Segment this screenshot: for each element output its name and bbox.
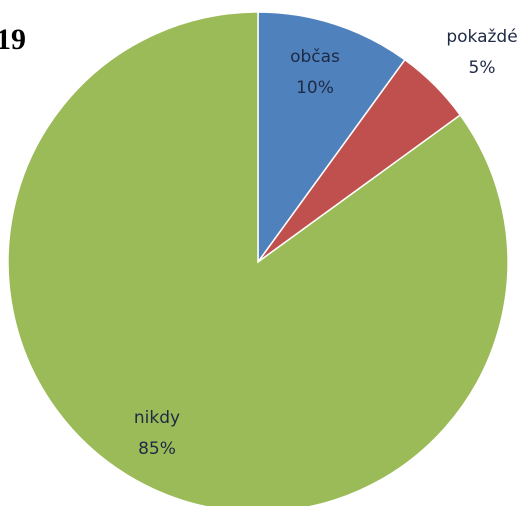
slice-label: občas [290, 47, 340, 67]
pie [7, 11, 509, 506]
pie-slice [257, 11, 406, 265]
slice-value-label: 5% [469, 58, 496, 78]
slice-label: pokaždé [446, 27, 517, 47]
slice-value-label: 85% [138, 439, 176, 459]
pie-slice [7, 11, 509, 506]
slice-label: nikdy [134, 408, 180, 428]
slice-value-label: 10% [296, 78, 334, 98]
chart-title: 19 [0, 23, 26, 56]
